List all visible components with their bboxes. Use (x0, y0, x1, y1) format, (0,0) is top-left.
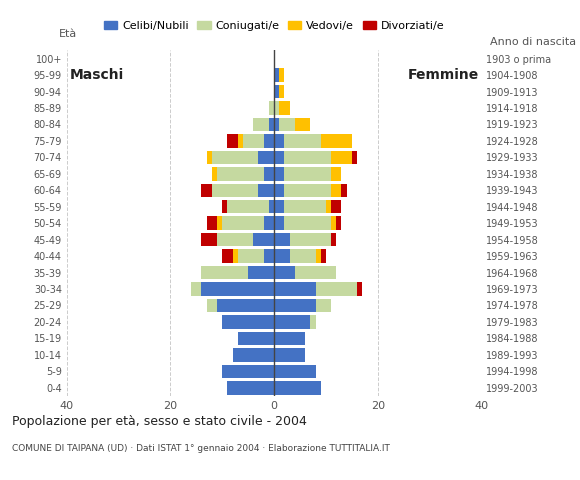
Bar (331, 167, 342, 180)
Bar (342, 183, 347, 197)
Bar (264, 216, 274, 230)
Text: Femmine: Femmine (408, 68, 479, 82)
Bar (326, 200, 331, 214)
Bar (238, 134, 243, 148)
Bar (217, 299, 274, 312)
Bar (201, 266, 248, 279)
Bar (284, 134, 321, 148)
Bar (331, 151, 352, 164)
Text: Anno di nascita: Anno di nascita (490, 37, 576, 47)
Text: Maschi: Maschi (69, 68, 124, 82)
Bar (212, 183, 259, 197)
Bar (274, 266, 295, 279)
Bar (279, 101, 289, 115)
Bar (227, 381, 274, 395)
Text: COMUNE DI TAIPANA (UD) · Dati ISTAT 1° gennaio 2004 · Elaborazione TUTTITALIA.IT: COMUNE DI TAIPANA (UD) · Dati ISTAT 1° g… (12, 444, 390, 453)
Bar (352, 151, 357, 164)
Bar (316, 250, 321, 263)
Bar (212, 167, 217, 180)
Bar (259, 151, 274, 164)
Bar (274, 250, 289, 263)
Bar (222, 216, 264, 230)
Bar (269, 101, 274, 115)
Bar (227, 134, 238, 148)
Legend: Celibi/Nubili, Coniugati/e, Vedovi/e, Divorziati/e: Celibi/Nubili, Coniugati/e, Vedovi/e, Di… (100, 16, 448, 35)
Bar (253, 233, 274, 246)
Bar (284, 200, 326, 214)
Bar (274, 151, 284, 164)
Bar (295, 266, 336, 279)
Bar (253, 118, 269, 131)
Text: Popolazione per età, sesso e stato civile - 2004: Popolazione per età, sesso e stato civil… (12, 415, 306, 428)
Bar (321, 134, 352, 148)
Bar (206, 299, 217, 312)
Bar (284, 216, 331, 230)
Bar (269, 118, 274, 131)
Bar (264, 134, 274, 148)
Bar (279, 68, 284, 82)
Bar (274, 118, 279, 131)
Bar (289, 250, 316, 263)
Bar (222, 200, 227, 214)
Bar (274, 134, 284, 148)
Bar (206, 216, 217, 230)
Bar (222, 250, 233, 263)
Bar (222, 315, 274, 329)
Bar (227, 200, 269, 214)
Bar (316, 282, 357, 296)
Bar (264, 167, 274, 180)
Bar (201, 183, 212, 197)
Text: Età: Età (59, 29, 77, 39)
Bar (259, 183, 274, 197)
Bar (284, 183, 331, 197)
Bar (191, 282, 201, 296)
Bar (201, 233, 217, 246)
Bar (274, 167, 284, 180)
Bar (212, 151, 259, 164)
Bar (274, 216, 284, 230)
Bar (217, 216, 222, 230)
Bar (201, 282, 274, 296)
Bar (274, 183, 284, 197)
Bar (233, 250, 238, 263)
Bar (274, 299, 316, 312)
Bar (284, 167, 331, 180)
Bar (279, 85, 284, 98)
Bar (316, 299, 331, 312)
Bar (357, 282, 362, 296)
Bar (331, 233, 336, 246)
Bar (274, 365, 316, 378)
Bar (206, 151, 212, 164)
Bar (238, 250, 264, 263)
Bar (331, 200, 342, 214)
Bar (310, 315, 316, 329)
Bar (274, 348, 305, 361)
Bar (336, 216, 342, 230)
Bar (289, 233, 331, 246)
Bar (274, 233, 289, 246)
Bar (217, 233, 253, 246)
Bar (274, 332, 305, 345)
Bar (274, 101, 279, 115)
Bar (274, 381, 321, 395)
Bar (279, 118, 295, 131)
Bar (331, 183, 342, 197)
Bar (295, 118, 310, 131)
Bar (248, 266, 274, 279)
Bar (274, 68, 279, 82)
Bar (243, 134, 264, 148)
Bar (274, 315, 310, 329)
Bar (217, 167, 264, 180)
Bar (274, 282, 316, 296)
Bar (233, 348, 274, 361)
Bar (238, 332, 274, 345)
Bar (284, 151, 331, 164)
Bar (274, 200, 284, 214)
Bar (222, 365, 274, 378)
Bar (331, 216, 336, 230)
Bar (264, 250, 274, 263)
Bar (269, 200, 274, 214)
Bar (274, 85, 279, 98)
Bar (321, 250, 326, 263)
